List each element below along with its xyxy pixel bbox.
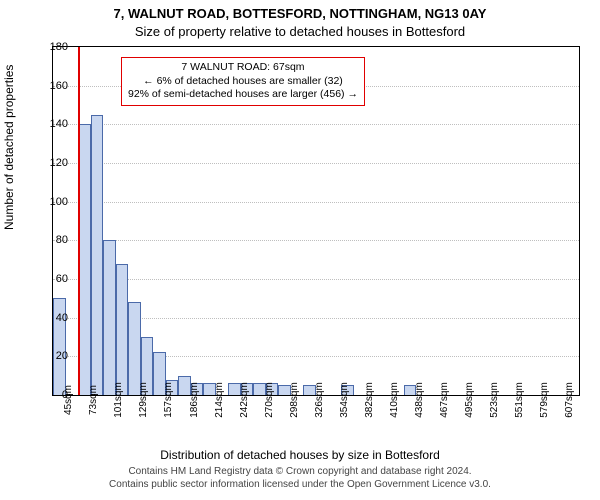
x-tick: 298sqm [289,382,300,418]
chart-title-sub: Size of property relative to detached ho… [0,24,600,39]
chart-footer: Contains HM Land Registry data © Crown c… [0,466,600,491]
x-tick: 607sqm [564,382,575,418]
anno-line1: 7 WALNUT ROAD: 67sqm [128,61,358,75]
gridline [53,240,579,241]
y-tick: 160 [28,80,68,92]
chart-title-main: 7, WALNUT ROAD, BOTTESFORD, NOTTINGHAM, … [0,6,600,21]
bar [103,240,116,395]
x-tick: 551sqm [514,382,525,418]
y-tick: 120 [28,157,68,169]
bar [91,115,104,395]
footer-line2: Contains public sector information licen… [0,479,600,492]
footer-line1: Contains HM Land Registry data © Crown c… [0,466,600,479]
x-tick: 129sqm [138,382,149,418]
x-tick: 214sqm [214,382,225,418]
x-tick: 73sqm [88,385,99,415]
gridline [53,202,579,203]
x-tick: 45sqm [63,385,74,415]
x-tick: 157sqm [163,382,174,418]
gridline [53,279,579,280]
x-tick: 101sqm [113,382,124,418]
x-tick: 382sqm [364,382,375,418]
x-tick: 270sqm [264,382,275,418]
x-tick: 326sqm [314,382,325,418]
x-tick: 354sqm [339,382,350,418]
property-annotation: 7 WALNUT ROAD: 67sqm← 6% of detached hou… [121,57,365,106]
y-tick: 0 [28,389,68,401]
anno-line2: ← 6% of detached houses are smaller (32) [128,75,358,89]
bar [116,264,129,395]
gridline [53,163,579,164]
anno-line3: 92% of semi-detached houses are larger (… [128,88,358,102]
x-tick: 467sqm [439,382,450,418]
gridline [53,124,579,125]
x-tick: 579sqm [539,382,550,418]
x-tick: 242sqm [239,382,250,418]
y-tick: 180 [28,41,68,53]
x-tick: 523sqm [489,382,500,418]
x-tick: 410sqm [389,382,400,418]
y-tick: 20 [28,350,68,362]
y-tick: 100 [28,196,68,208]
x-axis-label: Distribution of detached houses by size … [0,448,600,462]
x-tick: 495sqm [464,382,475,418]
plot-area: 7 WALNUT ROAD: 67sqm← 6% of detached hou… [52,46,580,396]
x-tick: 186sqm [189,382,200,418]
bar [128,302,141,395]
y-tick: 40 [28,312,68,324]
y-tick: 80 [28,234,68,246]
y-axis-label: Number of detached properties [2,65,16,230]
y-tick: 140 [28,118,68,130]
y-tick: 60 [28,273,68,285]
property-marker-line [78,47,80,395]
chart-container: 7, WALNUT ROAD, BOTTESFORD, NOTTINGHAM, … [0,0,600,500]
x-tick: 438sqm [414,382,425,418]
